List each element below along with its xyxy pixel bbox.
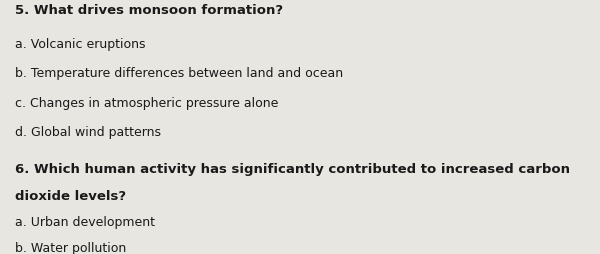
Text: a. Urban development: a. Urban development (15, 216, 155, 229)
Text: b. Temperature differences between land and ocean: b. Temperature differences between land … (15, 67, 343, 80)
Text: 5. What drives monsoon formation?: 5. What drives monsoon formation? (15, 4, 283, 17)
Text: 6. Which human activity has significantly contributed to increased carbon: 6. Which human activity has significantl… (15, 162, 570, 175)
Text: dioxide levels?: dioxide levels? (15, 189, 126, 202)
Text: a. Volcanic eruptions: a. Volcanic eruptions (15, 38, 146, 51)
Text: c. Changes in atmospheric pressure alone: c. Changes in atmospheric pressure alone (15, 96, 278, 109)
Text: b. Water pollution: b. Water pollution (15, 241, 126, 254)
Text: d. Global wind patterns: d. Global wind patterns (15, 125, 161, 138)
